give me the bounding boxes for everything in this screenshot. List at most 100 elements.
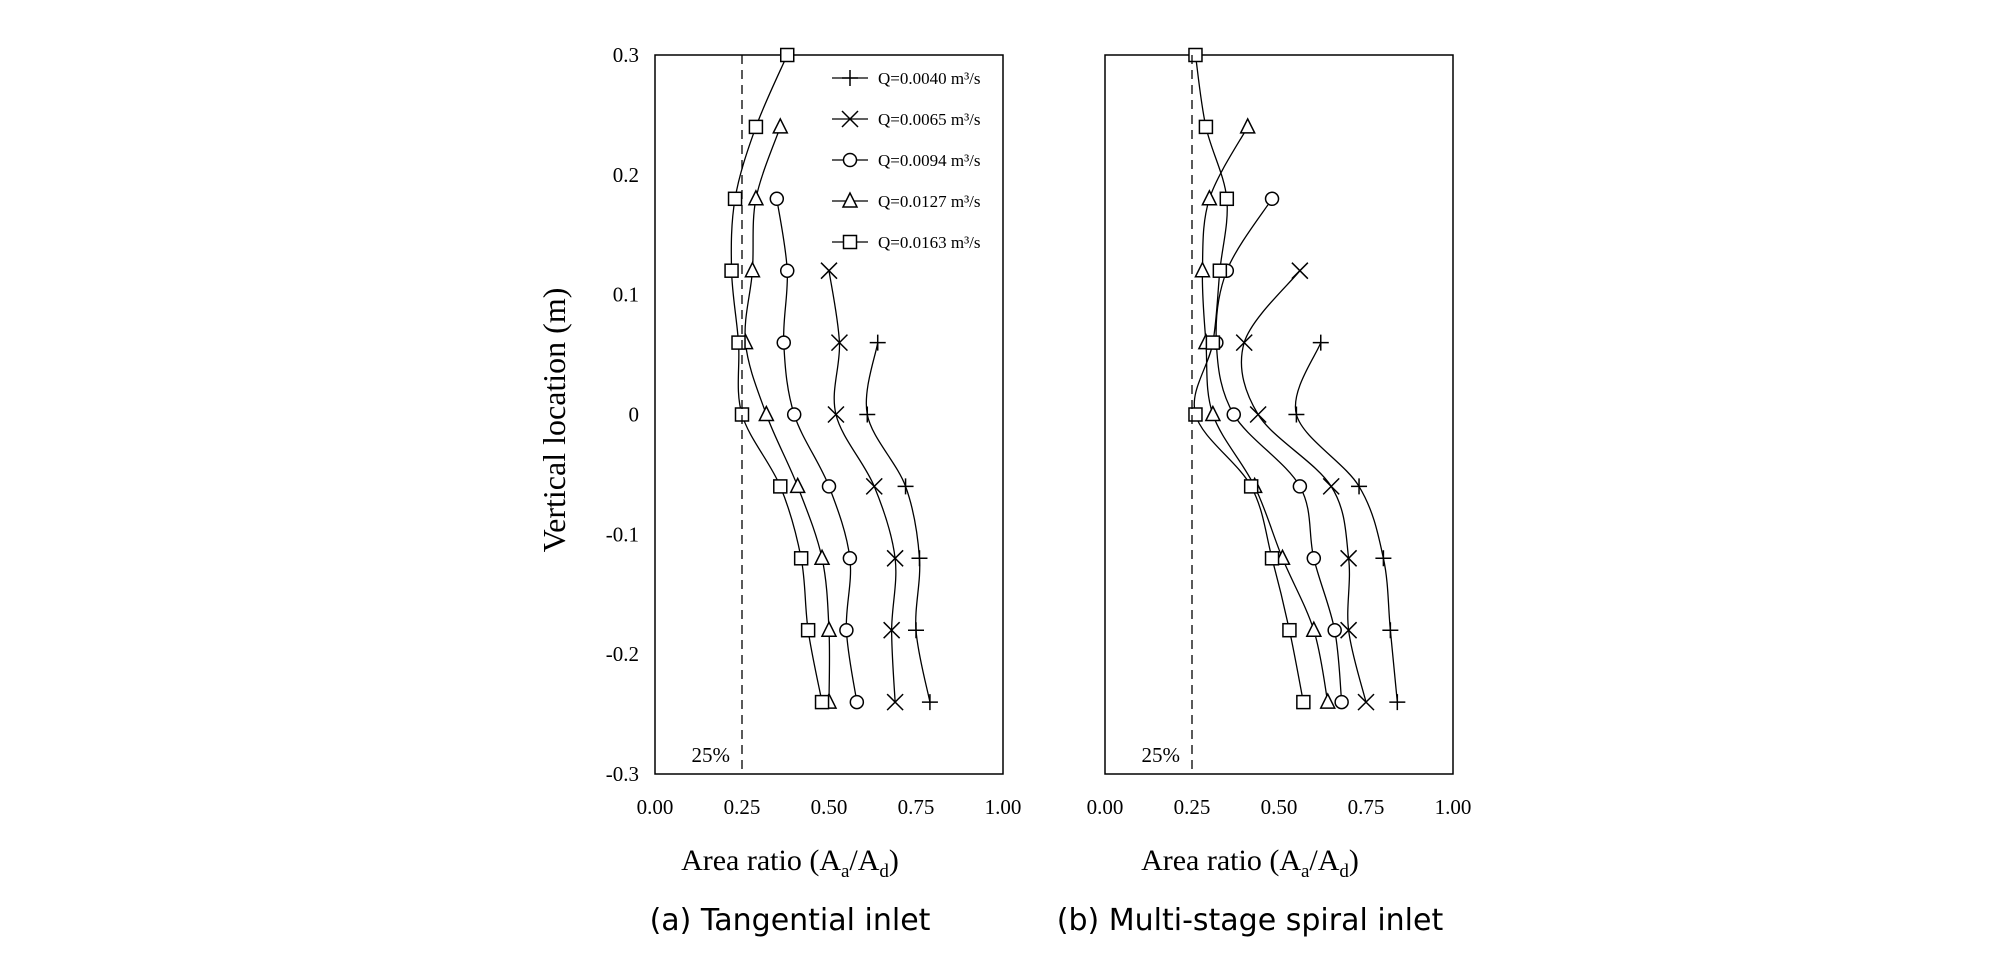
x-tick-label: 0.25: [1174, 795, 1211, 819]
x-axis-title-a: Area ratio (Aa/Ad): [681, 844, 899, 882]
chart-panel-a: 0.3 0.2 0.1 0 -0.1 -0.2 -0.3 0.00 0.25 0.50 0.75 1…: [606, 43, 1022, 938]
series-group-b: [1188, 47, 1406, 711]
series-plus: [1288, 334, 1406, 711]
reference-label: 25%: [1142, 743, 1181, 767]
x-tick-label: 0.75: [898, 795, 935, 819]
series-line: [730, 54, 823, 703]
y-tick-label: -0.3: [606, 762, 639, 786]
x-tick-label: 0.50: [811, 795, 848, 819]
reference-line-b: 25%: [1142, 55, 1193, 774]
data-point: [908, 622, 924, 639]
series-x: [820, 262, 904, 711]
data-point: [1340, 549, 1358, 567]
data-point: [1375, 550, 1392, 567]
series-plus: [859, 334, 938, 711]
data-point: [779, 47, 795, 63]
data-point: [859, 406, 876, 423]
series-circle: [769, 191, 865, 710]
legend-marker: [842, 234, 858, 250]
data-point: [883, 621, 901, 639]
data-point: [921, 694, 938, 711]
series-group-a: [724, 47, 938, 711]
data-point: [1288, 406, 1305, 423]
x-tick-label: 1.00: [1435, 795, 1472, 819]
data-point: [1201, 189, 1218, 206]
caption-a: (a) Tangential inlet: [650, 903, 931, 938]
y-tick-label: 0: [629, 403, 640, 427]
data-point: [1243, 479, 1259, 494]
data-point: [1212, 263, 1228, 278]
legend-item: Q=0.0094 m³/s: [832, 151, 981, 170]
series-line: [865, 342, 931, 703]
y-tick-labels-a: 0.3 0.2 0.1 0 -0.1 -0.2 -0.3: [606, 43, 639, 786]
data-point: [789, 476, 806, 494]
data-point: [842, 551, 858, 566]
y-axis-title: Vertical location (m): [536, 288, 572, 553]
data-point: [758, 404, 775, 422]
data-point: [1226, 407, 1242, 422]
data-point: [839, 622, 854, 638]
x-tick-label: 1.00: [985, 795, 1022, 819]
series-line: [1201, 126, 1329, 703]
data-point: [800, 622, 816, 638]
x-tick-label: 0.00: [1087, 795, 1124, 819]
plot-area-a: [654, 54, 1004, 775]
data-point: [1312, 334, 1329, 351]
caption-b: (b) Multi-stage spiral inlet: [1057, 903, 1444, 938]
data-point: [1334, 694, 1349, 710]
x-tick-label: 0.00: [637, 795, 674, 819]
data-point: [820, 620, 838, 637]
series-line: [1193, 54, 1304, 703]
data-point: [1239, 117, 1256, 134]
legend: Q=0.0040 m³/s Q=0.0065 m³/s Q=0.0094 m³/s Q…: [832, 69, 981, 252]
data-point: [886, 549, 904, 567]
data-point: [1389, 694, 1406, 711]
series-line: [1215, 198, 1343, 703]
data-point: [1198, 119, 1214, 135]
data-point: [1282, 622, 1297, 638]
y-tick-label: 0.2: [613, 163, 639, 187]
reference-line-a: 25%: [692, 55, 743, 774]
x-tick-labels-a: 0.00 0.25 0.50 0.75 1.00: [637, 795, 1022, 819]
legend-marker: [842, 152, 858, 168]
data-point: [1351, 478, 1368, 495]
x-axis-title-b: Area ratio (Aa/Ad): [1141, 844, 1359, 882]
x-tick-label: 0.75: [1348, 795, 1385, 819]
y-tick-label: -0.1: [606, 522, 639, 546]
x-tick-label: 0.50: [1261, 795, 1298, 819]
chart-panel-b: 0.00 0.25 0.50 0.75 1.00 25% Area ratio (Aa/…: [1057, 47, 1472, 938]
reference-label: 25%: [692, 743, 731, 767]
legend-marker: [842, 70, 858, 86]
legend-label: Q=0.0163 m³/s: [878, 233, 981, 252]
data-point: [813, 548, 831, 566]
data-point: [773, 479, 788, 494]
data-point: [1188, 407, 1203, 422]
data-point: [1205, 335, 1221, 350]
data-point: [897, 478, 914, 495]
series-square: [724, 47, 830, 710]
series-line: [828, 270, 897, 703]
data-point: [1327, 622, 1342, 638]
data-point: [1296, 694, 1311, 710]
data-point: [911, 550, 928, 567]
x-tick-labels-b: 0.00 0.25 0.50 0.75 1.00: [1087, 795, 1472, 819]
data-point: [1204, 404, 1222, 422]
data-point: [1235, 334, 1253, 352]
series-triangle: [1194, 117, 1336, 709]
legend-marker: [841, 110, 859, 128]
series-square: [1188, 47, 1311, 710]
data-point: [869, 334, 886, 351]
y-tick-label: 0.1: [613, 283, 639, 307]
x-tick-label: 0.25: [724, 795, 761, 819]
legend-label: Q=0.0094 m³/s: [878, 151, 981, 170]
legend-label: Q=0.0127 m³/s: [878, 192, 981, 211]
data-point: [727, 191, 743, 207]
data-point: [1319, 692, 1336, 709]
data-point: [1264, 191, 1280, 207]
legend-label: Q=0.0065 m³/s: [878, 110, 981, 129]
legend-label: Q=0.0040 m³/s: [878, 69, 981, 88]
data-point: [748, 119, 764, 135]
legend-item: Q=0.0040 m³/s: [832, 69, 981, 88]
data-point: [849, 694, 865, 710]
data-point: [1305, 620, 1323, 637]
